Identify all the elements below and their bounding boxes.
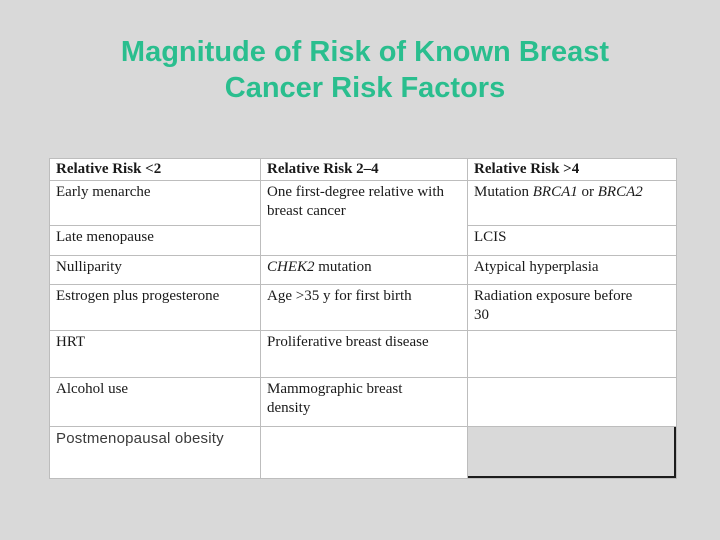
cell-chek2-mutation: CHEK2 mutation [260, 255, 468, 285]
mutation-prefix-text: Mutation [474, 184, 533, 200]
table-row: Estrogen plus progesterone Age >35 y for… [49, 284, 677, 331]
cell-mutation-brca: Mutation BRCA1 or BRCA2 [467, 180, 677, 226]
cell-alcohol-use: Alcohol use [49, 377, 261, 427]
cell-proliferative-disease: Proliferative breast disease [260, 330, 468, 378]
header-relative-risk-2-4: Relative Risk 2–4 [260, 158, 468, 181]
cell-late-menopause: Late menopause [49, 225, 261, 256]
cell-empty [467, 330, 677, 378]
cell-age-first-birth: Age >35 y for first birth [260, 284, 468, 331]
brca2-gene-text: BRCA2 [597, 184, 643, 200]
cell-gray-placeholder [467, 426, 677, 479]
cell-nulliparity: Nulliparity [49, 255, 261, 285]
cell-atypical-hyperplasia: Atypical hyperplasia [467, 255, 677, 285]
cell-first-degree-relative: One first-degree relative with breast ca… [260, 180, 468, 256]
cell-radiation-exposure: Radiation exposure before 30 [467, 284, 677, 331]
cell-postmenopausal-obesity: Postmenopausal obesity [49, 426, 261, 479]
gray-placeholder-box [468, 427, 676, 478]
chek2-suffix-text: mutation [314, 259, 372, 275]
table-row: Early menarche One first-degree relative… [49, 180, 677, 256]
table-row: Late menopause LCIS [49, 225, 677, 256]
slide-title-line1: Magnitude of Risk of Known Breast [120, 36, 610, 68]
slide-title-line2: Cancer Risk Factors [224, 72, 506, 104]
header-relative-risk-lt2: Relative Risk <2 [49, 158, 261, 181]
cell-mammographic-density-text: Mammographic breast density [267, 381, 403, 416]
mutation-or-text: or [577, 184, 598, 200]
cell-lcis: LCIS [467, 225, 677, 256]
cell-first-degree-relative-text: One first-degree relative with breast ca… [267, 184, 445, 219]
cell-radiation-exposure-text: Radiation exposure before 30 [474, 288, 633, 323]
cell-hrt: HRT [49, 330, 261, 378]
cell-empty [260, 426, 468, 479]
slide-title: Magnitude of Risk of Known Breast Cancer… [10, 34, 720, 106]
table-row: Postmenopausal obesity [49, 426, 677, 479]
table-header-row: Relative Risk <2 Relative Risk 2–4 Relat… [49, 158, 677, 181]
table-row: Nulliparity CHEK2 mutation Atypical hype… [49, 255, 677, 285]
brca1-gene-text: BRCA1 [532, 184, 578, 200]
header-relative-risk-gt4: Relative Risk >4 [467, 158, 677, 181]
risk-factors-table: Relative Risk <2 Relative Risk 2–4 Relat… [49, 158, 677, 479]
cell-early-menarche: Early menarche [49, 180, 261, 226]
cell-estrogen-progesterone: Estrogen plus progesterone [49, 284, 261, 331]
cell-mammographic-density: Mammographic breast density [260, 377, 468, 427]
table-row: Alcohol use Mammographic breast density [49, 377, 677, 427]
cell-empty [467, 377, 677, 427]
table-row: HRT Proliferative breast disease [49, 330, 677, 378]
chek2-gene-text: CHEK2 [267, 259, 315, 275]
